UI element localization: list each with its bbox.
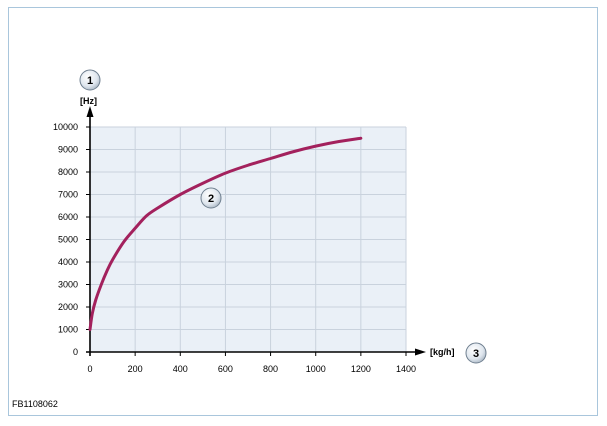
y-axis-label: [Hz] [80,96,97,106]
x-tick-label: 400 [173,364,188,374]
y-tick-label: 9000 [58,145,78,155]
y-tick-label: 3000 [58,280,78,290]
callout-label: 3 [473,348,479,360]
y-tick-label: 5000 [58,235,78,245]
y-tick-label: 4000 [58,257,78,267]
x-tick-label: 0 [87,364,92,374]
callout-label: 1 [87,75,93,87]
y-tick-label: 2000 [58,302,78,312]
x-tick-label: 1400 [396,364,416,374]
grid [90,126,407,352]
series-line [88,136,363,331]
y-tick-label: 7000 [58,190,78,200]
callout-label: 2 [208,193,214,205]
x-tick-label: 200 [128,364,143,374]
y-tick-label: 0 [73,347,78,357]
callout-circle [200,187,222,209]
x-tick-label: 1000 [306,364,326,374]
callouts: 1 2 3 [79,69,487,364]
x-tick-label: 800 [263,364,278,374]
callout-circle [79,69,101,91]
y-tick-labels: 0 1000 2000 3000 4000 5000 6000 7000 8000 9000 100… [53,122,90,357]
x-tick-labels: 0 200 400 600 800 1000 1200 1400 [87,352,416,374]
y-tick-label: 6000 [58,212,78,222]
callout-2: 2 [200,187,222,209]
y-tick-label: 1000 [58,325,78,335]
axes [86,106,426,356]
x-tick-label: 600 [218,364,233,374]
callout-1: 1 [79,69,101,91]
callout-circle [465,342,487,364]
y-axis-arrow [86,106,94,117]
x-axis-arrow [415,348,426,356]
x-tick-label: 1200 [351,364,371,374]
figure-reference-code: FB1108062 [12,399,58,409]
y-tick-label: 10000 [53,122,78,132]
y-tick-label: 8000 [58,167,78,177]
x-axis-label: [kg/h] [430,347,455,357]
callout-3: 3 [465,342,487,364]
series [88,136,363,331]
